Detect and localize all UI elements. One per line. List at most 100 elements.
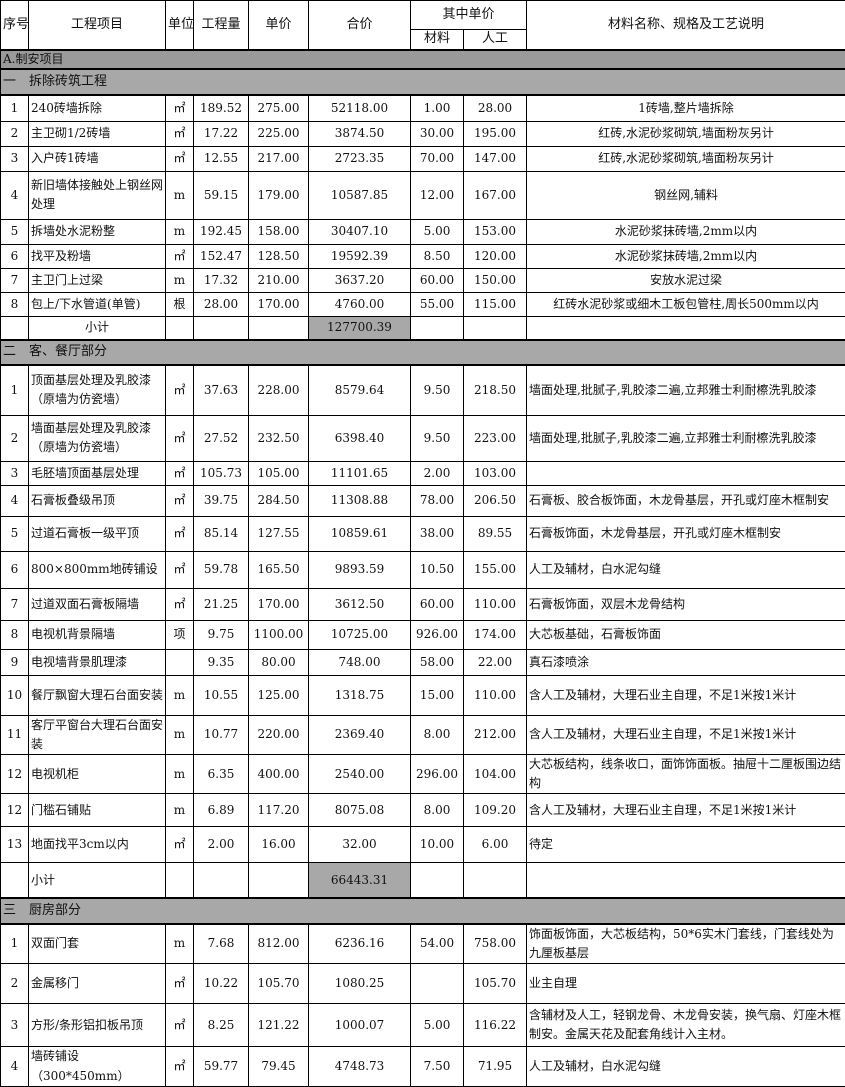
cell-labor: 147.00 — [464, 146, 527, 171]
cell-item: 墙面基层处理及乳胶漆（原墙为仿瓷墙） — [29, 415, 166, 461]
cell-desc: 含人工及辅材，大理石业主自理，不足1米按1米计 — [527, 794, 845, 827]
cell-desc: 1砖墙,整片墙拆除 — [527, 95, 845, 121]
cell-unit: ㎡ — [166, 516, 194, 551]
cell-total: 19592.39 — [309, 244, 411, 268]
cell-seq: 5 — [1, 219, 29, 244]
cell-material: 54.00 — [411, 924, 464, 964]
cell-unit: ㎡ — [166, 588, 194, 620]
header-seq: 序号 — [1, 1, 29, 50]
cell-material: 2.00 — [411, 461, 464, 485]
cell-labor: 22.00 — [464, 649, 527, 675]
subtotal-label: 小计 — [29, 316, 166, 340]
cell-material: 9.50 — [411, 365, 464, 415]
cell-desc: 墙面处理,批腻子,乳胶漆二遍,立邦雅士利耐檫洗乳胶漆 — [527, 365, 845, 415]
cell-seq: 11 — [1, 715, 29, 754]
cell-labor: 103.00 — [464, 461, 527, 485]
cell-seq: 12 — [1, 755, 29, 794]
cell-total: 11308.88 — [309, 485, 411, 516]
cell-unit: ㎡ — [166, 146, 194, 171]
cell-unit: m — [166, 924, 194, 964]
cell-price: 400.00 — [249, 755, 309, 794]
cell-unit: ㎡ — [166, 964, 194, 1004]
cell-qty: 59.77 — [194, 1047, 249, 1086]
cell-unit: ㎡ — [166, 365, 194, 415]
cell-total: 3612.50 — [309, 588, 411, 620]
cell-qty: 9.35 — [194, 649, 249, 675]
cell-item: 找平及粉墙 — [29, 244, 166, 268]
cell-labor: 116.22 — [464, 1004, 527, 1047]
cell-qty: 105.73 — [194, 461, 249, 485]
header-unit: 单位 — [166, 1, 194, 50]
header-total: 合价 — [309, 1, 411, 50]
cell-material — [411, 964, 464, 1004]
cell-seq: 13 — [1, 827, 29, 863]
cell-unit: 根 — [166, 292, 194, 316]
cell-labor: 223.00 — [464, 415, 527, 461]
header-labor: 人工 — [464, 30, 527, 50]
cell-labor: 155.00 — [464, 551, 527, 588]
cell-item: 石膏板叠级吊顶 — [29, 485, 166, 516]
cell-seq: 1 — [1, 365, 29, 415]
cell-material: 5.00 — [411, 219, 464, 244]
cell-seq: 4 — [1, 485, 29, 516]
cell-desc: 安放水泥过梁 — [527, 268, 845, 292]
cell-seq: 1 — [1, 924, 29, 964]
section-number: 一 — [3, 73, 29, 92]
cell-item: 包上/下水管道(单管) — [29, 292, 166, 316]
cell-qty: 152.47 — [194, 244, 249, 268]
cell-qty: 59.78 — [194, 551, 249, 588]
cell-qty: 27.52 — [194, 415, 249, 461]
cell-unit: m — [166, 268, 194, 292]
cell-seq: 5 — [1, 516, 29, 551]
cell-total: 4760.00 — [309, 292, 411, 316]
cell-item: 240砖墙拆除 — [29, 95, 166, 121]
cell-item: 主卫砌1/2砖墙 — [29, 121, 166, 146]
cell-total: 9893.59 — [309, 551, 411, 588]
cell-qty: 2.00 — [194, 827, 249, 863]
cell-material: 55.00 — [411, 292, 464, 316]
cell-total: 6236.16 — [309, 924, 411, 964]
cell-total: 10859.61 — [309, 516, 411, 551]
cell-price: 1100.00 — [249, 620, 309, 649]
cell-desc: 含辅材及人工，轻钢龙骨、木龙骨安装，换气扇、灯座木框制安。金属天花及配套角线计入… — [527, 1004, 845, 1047]
cell-desc — [527, 461, 845, 485]
cell-desc: 红砖,水泥砂浆砌筑,墙面粉灰另计 — [527, 121, 845, 146]
cell-unit: ㎡ — [166, 415, 194, 461]
section-title: 拆除砖筑工程 — [29, 74, 107, 89]
cell-total: 2540.00 — [309, 755, 411, 794]
cell-labor: 110.00 — [464, 588, 527, 620]
cell-desc: 石膏板、胶合板饰面，木龙骨基层，开孔或灯座木框制安 — [527, 485, 845, 516]
cell-material: 7.50 — [411, 1047, 464, 1086]
cell-item: 新旧墙体接触处上钢丝网处理 — [29, 171, 166, 219]
cell-labor: 71.95 — [464, 1047, 527, 1086]
cell-qty: 192.45 — [194, 219, 249, 244]
cell-total: 10725.00 — [309, 620, 411, 649]
cell-qty: 59.15 — [194, 171, 249, 219]
cell-qty: 10.55 — [194, 675, 249, 715]
cell-total: 30407.10 — [309, 219, 411, 244]
cell-item: 毛胚墙顶面基层处理 — [29, 461, 166, 485]
cell-desc: 红砖水泥砂浆或细木工板包管柱,周长500mm以内 — [527, 292, 845, 316]
cell-labor: 105.70 — [464, 964, 527, 1004]
cell-desc: 石膏板饰面，木龙骨基层，开孔或灯座木框制安 — [527, 516, 845, 551]
cell-qty: 10.77 — [194, 715, 249, 754]
cell-total: 4748.73 — [309, 1047, 411, 1086]
cell-item: 电视机背景隔墙 — [29, 620, 166, 649]
cell-item: 拆墙处水泥粉整 — [29, 219, 166, 244]
cell-price: 165.50 — [249, 551, 309, 588]
cell-material: 58.00 — [411, 649, 464, 675]
cell-material: 926.00 — [411, 620, 464, 649]
